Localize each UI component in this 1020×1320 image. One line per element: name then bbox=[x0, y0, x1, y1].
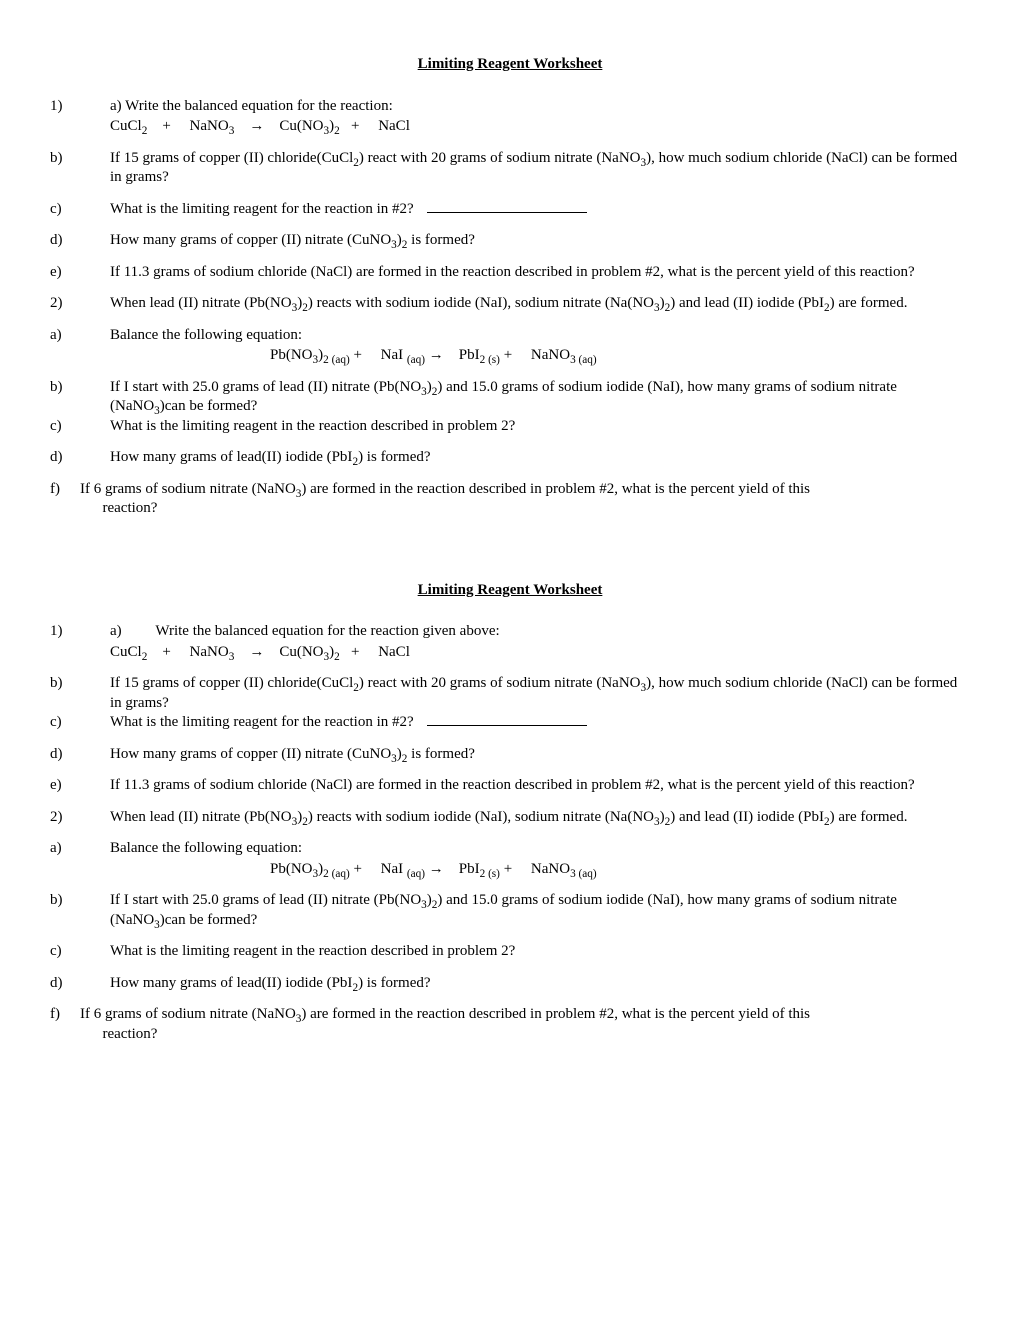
s2-q1b-row: b) If 15 grams of copper (II) chloride(C… bbox=[50, 674, 970, 713]
q1e-letter: e) bbox=[50, 263, 110, 283]
s2-q1b-letter: b) bbox=[50, 674, 110, 713]
q1-number: 1) bbox=[50, 97, 110, 117]
s2-q2b-row: b) If I start with 25.0 grams of lead (I… bbox=[50, 891, 970, 930]
q2f-text: If 6 grams of sodium nitrate (NaNO3) are… bbox=[80, 480, 970, 519]
q1e-row: e) If 11.3 grams of sodium chloride (NaC… bbox=[50, 263, 970, 283]
q2c-letter: c) bbox=[50, 417, 110, 437]
s2-q2d-text: How many grams of lead(II) iodide (PbI2)… bbox=[110, 974, 970, 994]
arrow-icon: → bbox=[429, 346, 444, 363]
s2-q1d-text: How many grams of copper (II) nitrate (C… bbox=[110, 745, 970, 765]
q1d-letter: d) bbox=[50, 231, 110, 251]
q2f-row: f) If 6 grams of sodium nitrate (NaNO3) … bbox=[50, 480, 970, 519]
q2-number: 2) bbox=[50, 294, 110, 314]
s2-q1a-row: 1) a) Write the balanced equation for th… bbox=[50, 622, 970, 642]
s2-q2f-row: f) If 6 grams of sodium nitrate (NaNO3) … bbox=[50, 1005, 970, 1044]
q1d-row: d) How many grams of copper (II) nitrate… bbox=[50, 231, 970, 251]
s2-q2-text: When lead (II) nitrate (Pb(NO3)2) reacts… bbox=[110, 808, 970, 828]
q2f-letter: f) bbox=[50, 480, 80, 519]
q2a-row: a) Balance the following equation: bbox=[50, 326, 970, 346]
arrow-icon: → bbox=[249, 117, 264, 134]
s2-q2d-row: d) How many grams of lead(II) iodide (Pb… bbox=[50, 974, 970, 994]
s2-q1e-letter: e) bbox=[50, 776, 110, 796]
blank-line[interactable] bbox=[427, 725, 587, 726]
s2-q2a-row: a) Balance the following equation: bbox=[50, 839, 970, 859]
q2-text: When lead (II) nitrate (Pb(NO3)2) reacts… bbox=[110, 294, 970, 314]
q1c-letter: c) bbox=[50, 200, 110, 220]
arrow-icon: → bbox=[429, 860, 444, 877]
s2-q1a-equation: CuCl2 + NaNO3 → Cu(NO3)2 + NaCl bbox=[110, 642, 970, 663]
q2a-equation-row: Pb(NO3)2 (aq) + NaI (aq) → PbI2 (s) + Na… bbox=[50, 345, 970, 366]
s2-q2c-row: c) What is the limiting reagent in the r… bbox=[50, 942, 970, 962]
s2-q2b-text: If I start with 25.0 grams of lead (II) … bbox=[110, 891, 970, 930]
s2-q1d-row: d) How many grams of copper (II) nitrate… bbox=[50, 745, 970, 765]
s2-q2-number: 2) bbox=[50, 808, 110, 828]
s2-q2c-letter: c) bbox=[50, 942, 110, 962]
s2-q1a-text: a) Write the balanced equation for the r… bbox=[110, 622, 970, 642]
s2-q1d-letter: d) bbox=[50, 745, 110, 765]
s2-q2-row: 2) When lead (II) nitrate (Pb(NO3)2) rea… bbox=[50, 808, 970, 828]
q2d-letter: d) bbox=[50, 448, 110, 468]
q1c-text: What is the limiting reagent for the rea… bbox=[110, 200, 970, 220]
q2c-text: What is the limiting reagent in the reac… bbox=[110, 417, 970, 437]
s2-q2a-letter: a) bbox=[50, 839, 110, 859]
s2-q1c-text: What is the limiting reagent for the rea… bbox=[110, 713, 970, 733]
blank-line[interactable] bbox=[427, 212, 587, 213]
q1e-text: If 11.3 grams of sodium chloride (NaCl) … bbox=[110, 263, 970, 283]
s2-q2d-letter: d) bbox=[50, 974, 110, 994]
q2a-equation: Pb(NO3)2 (aq) + NaI (aq) → PbI2 (s) + Na… bbox=[110, 345, 970, 366]
q2a-text: Balance the following equation: bbox=[110, 326, 970, 346]
s2-q1a-inner: Write the balanced equation for the reac… bbox=[155, 623, 499, 639]
s2-q1c-letter: c) bbox=[50, 713, 110, 733]
q1a-row: 1) a) Write the balanced equation for th… bbox=[50, 97, 970, 117]
s2-q2a-equation-row: Pb(NO3)2 (aq) + NaI (aq) → PbI2 (s) + Na… bbox=[50, 859, 970, 880]
q1a-equation-row: CuCl2 + NaNO3 → Cu(NO3)2 + NaCl bbox=[50, 116, 970, 137]
q2d-row: d) How many grams of lead(II) iodide (Pb… bbox=[50, 448, 970, 468]
s2-q1e-text: If 11.3 grams of sodium chloride (NaCl) … bbox=[110, 776, 970, 796]
s2-q1b-text: If 15 grams of copper (II) chloride(CuCl… bbox=[110, 674, 970, 713]
q1d-text: How many grams of copper (II) nitrate (C… bbox=[110, 231, 970, 251]
s2-q2a-equation: Pb(NO3)2 (aq) + NaI (aq) → PbI2 (s) + Na… bbox=[110, 859, 970, 880]
s2-q1a-equation-row: CuCl2 + NaNO3 → Cu(NO3)2 + NaCl bbox=[50, 642, 970, 663]
worksheet-title-2: Limiting Reagent Worksheet bbox=[50, 581, 970, 601]
q2-row: 2) When lead (II) nitrate (Pb(NO3)2) rea… bbox=[50, 294, 970, 314]
s2-q2b-letter: b) bbox=[50, 891, 110, 930]
s2-q2f-text: If 6 grams of sodium nitrate (NaNO3) are… bbox=[80, 1005, 970, 1044]
s2-q1c-row: c) What is the limiting reagent for the … bbox=[50, 713, 970, 733]
arrow-icon: → bbox=[249, 643, 264, 660]
q2b-row: b) If I start with 25.0 grams of lead (I… bbox=[50, 378, 970, 417]
q1b-text: If 15 grams of copper (II) chloride(CuCl… bbox=[110, 149, 970, 188]
q2d-text: How many grams of lead(II) iodide (PbI2)… bbox=[110, 448, 970, 468]
s2-q2c-text: What is the limiting reagent in the reac… bbox=[110, 942, 970, 962]
worksheet-title: Limiting Reagent Worksheet bbox=[50, 55, 970, 75]
q1b-letter: b) bbox=[50, 149, 110, 188]
q2b-letter: b) bbox=[50, 378, 110, 417]
q1a-equation: CuCl2 + NaNO3 → Cu(NO3)2 + NaCl bbox=[110, 116, 970, 137]
s2-q2a-text: Balance the following equation: bbox=[110, 839, 970, 859]
q1c-row: c) What is the limiting reagent for the … bbox=[50, 200, 970, 220]
s2-q2f-letter: f) bbox=[50, 1005, 80, 1044]
q2b-text: If I start with 25.0 grams of lead (II) … bbox=[110, 378, 970, 417]
s2-q1e-row: e) If 11.3 grams of sodium chloride (NaC… bbox=[50, 776, 970, 796]
q2a-letter: a) bbox=[50, 326, 110, 346]
q2c-row: c) What is the limiting reagent in the r… bbox=[50, 417, 970, 437]
q1b-row: b) If 15 grams of copper (II) chloride(C… bbox=[50, 149, 970, 188]
q1a-text: a) Write the balanced equation for the r… bbox=[110, 97, 970, 117]
s2-q1-number: 1) bbox=[50, 622, 110, 642]
